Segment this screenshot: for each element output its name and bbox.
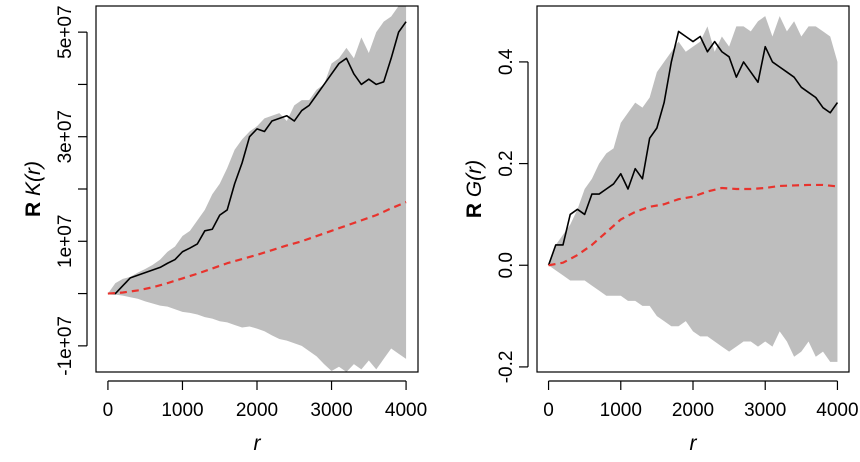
right-y-tick-label: 0.2 bbox=[496, 150, 517, 176]
right-plot-area bbox=[547, 16, 839, 362]
right-y-axis-label: R G(r) bbox=[463, 160, 486, 218]
right-y-label-function: G(r) bbox=[463, 160, 486, 197]
right-y-tick-label: -0.2 bbox=[496, 351, 517, 384]
right-y-label-prefix: R bbox=[463, 197, 486, 218]
left-x-tick-label: 4000 bbox=[385, 400, 427, 421]
right-x-tick-label: 0 bbox=[543, 400, 554, 421]
left-y-axis-label: R K(r) bbox=[22, 161, 45, 217]
left-x-tick-label: 1000 bbox=[161, 400, 203, 421]
left-observed-line bbox=[107, 21, 407, 295]
left-x-tick-label: 3000 bbox=[310, 400, 352, 421]
left-envelope-band bbox=[107, 6, 407, 372]
right-x-axis-label: r bbox=[690, 432, 698, 455]
left-x-tick-label: 2000 bbox=[236, 400, 278, 421]
right-panel: 0 1000 2000 3000 4000 -0.2 0.0 0.2 0.4 r R G(r) bbox=[463, 5, 859, 455]
left-y-label-function: K(r) bbox=[22, 161, 45, 196]
left-y-label-prefix: R bbox=[22, 196, 45, 217]
left-theoretical-line bbox=[107, 201, 407, 295]
left-y-tick-label: -1e+07 bbox=[55, 316, 76, 376]
left-x-tick-label: 0 bbox=[103, 400, 114, 421]
left-y-tick-label: 5e+07 bbox=[55, 5, 76, 58]
right-plot-box bbox=[536, 5, 850, 373]
left-plot-box bbox=[95, 5, 419, 373]
left-y-tick-label: 3e+07 bbox=[55, 110, 76, 163]
left-panel: 0 1000 2000 3000 4000 -1e+07 1e+07 3e+07 5e+07 r R… bbox=[22, 5, 427, 455]
left-x-axis-label: r bbox=[254, 432, 262, 455]
right-x-tick-label: 3000 bbox=[744, 400, 786, 421]
right-envelope-band bbox=[548, 16, 838, 362]
right-x-tick-label: 2000 bbox=[672, 400, 714, 421]
right-observed-line bbox=[547, 30, 839, 266]
right-y-tick-label: 0.0 bbox=[496, 252, 517, 278]
left-y-tick-label: 1e+07 bbox=[55, 215, 76, 268]
right-y-tick-label: 0.4 bbox=[496, 48, 517, 75]
right-x-tick-label: 1000 bbox=[600, 400, 642, 421]
left-plot-area bbox=[107, 6, 407, 372]
right-x-tick-label: 4000 bbox=[816, 400, 858, 421]
